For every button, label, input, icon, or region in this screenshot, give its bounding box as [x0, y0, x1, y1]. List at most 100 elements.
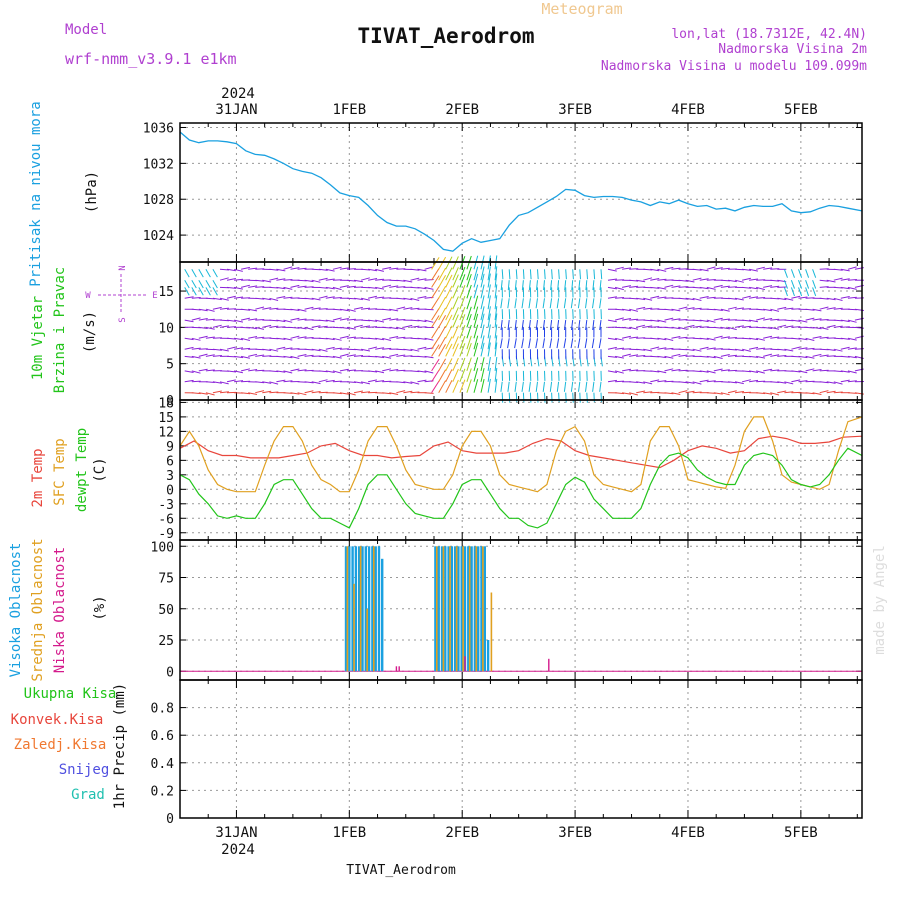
precip-legend-convective: Konvek.Kisa [11, 712, 104, 728]
mid-cloud-bar [436, 546, 438, 671]
precip-legend-total: Ukupna Kisa [24, 686, 117, 702]
wind-barb [545, 393, 546, 403]
wind-barb [446, 369, 452, 382]
wind-barb [439, 275, 446, 287]
wind-barb [594, 393, 595, 403]
high-cloud-bar [451, 546, 453, 671]
compass-w-label: W [85, 291, 91, 301]
temperature-labels: 2m Temp SFC Temp dewpt Temp (C) [30, 428, 108, 512]
high-cloud-bar [361, 546, 363, 671]
wind-barb [474, 343, 478, 357]
pressure-ylabel: Pritisak na nivou mora [28, 101, 44, 286]
panels: 1024102810321036051015-9-6-3036912151802… [143, 121, 864, 827]
wind-barb [573, 393, 574, 403]
wind-barb [594, 269, 595, 279]
high-cloud-bar [464, 546, 466, 671]
wind-barb [550, 298, 551, 308]
wind-barb [516, 393, 517, 403]
wind-barb [580, 269, 581, 279]
wind-barb [516, 269, 517, 279]
high-cloud-bar [375, 546, 377, 671]
wind-barb [439, 297, 446, 309]
wind-barb [529, 338, 531, 348]
high-cloud-bar [355, 546, 357, 671]
top-time-tick-label: 1FEB [332, 102, 366, 118]
cloud-ytick-label: 50 [158, 603, 174, 618]
temp-ylabel-2m: 2m Temp [30, 448, 46, 507]
high-cloud-bar [348, 546, 350, 671]
wind-barb [432, 316, 440, 328]
wind-barb [453, 325, 459, 338]
wind-barb [446, 358, 452, 371]
wind-barb [550, 382, 551, 392]
wind-barb [538, 269, 539, 279]
wind-barb [571, 298, 572, 308]
mid-cloud-bar [449, 546, 451, 671]
high-cloud-bar [470, 546, 472, 671]
wind-barb [439, 344, 446, 356]
wind-barb [578, 338, 580, 348]
precip-frame [180, 680, 862, 818]
wind-barb [453, 344, 459, 357]
wind-barb [580, 393, 581, 403]
wind-barb [552, 393, 553, 403]
meteogram-label: Meteogram [541, 0, 622, 18]
high-cloud-bar [378, 546, 380, 671]
wind-barb [599, 338, 601, 348]
precip-ytick-label: 0.8 [151, 702, 174, 717]
pressure-frame [180, 123, 862, 262]
wind-barb [213, 280, 218, 288]
compass-e-label: E [152, 291, 157, 301]
wind-barb [566, 269, 567, 279]
pressure-ytick-label: 1028 [143, 193, 174, 208]
low-cloud-bar [548, 659, 549, 672]
mid-cloud-bar [366, 609, 368, 672]
wind-barb [579, 382, 580, 392]
precip-labels: Ukupna Kisa Konvek.Kisa Zaledj.Kisa Snij… [11, 683, 128, 809]
temperature-ytick-label: 6 [166, 454, 174, 469]
wind-barb [601, 393, 602, 403]
wind-barb [515, 298, 516, 308]
compass-s-label: S [118, 317, 128, 322]
wind-barb [502, 393, 503, 403]
wind-barb [439, 370, 446, 382]
wind-barb [538, 393, 539, 403]
wind-barb [425, 356, 434, 357]
model-value: wrf-nmm_v3.9.1 e1km [65, 50, 237, 68]
precip-unit: 1hr Precip (mm) [112, 683, 128, 809]
temperature-ytick-label: -3 [158, 498, 174, 513]
mid-cloud-bar [353, 584, 355, 672]
wind-barb [799, 269, 802, 277]
temp-ylabel-sfc: SFC Temp [52, 438, 68, 505]
mid-cloud-bar [347, 546, 349, 671]
cloud-ytick-label: 100 [151, 540, 174, 555]
wind-barb [509, 309, 510, 319]
wind-barb [439, 359, 446, 371]
wind-barb [806, 269, 809, 277]
low-cloud-bar [399, 666, 400, 671]
cloud-frame [180, 540, 862, 680]
wind-barb [432, 359, 440, 371]
cloud-unit: (%) [92, 595, 108, 620]
wind-barb [557, 298, 558, 308]
temp-unit: (C) [92, 457, 108, 482]
wind-barb [522, 338, 524, 348]
wind-barb [206, 287, 211, 295]
wind-barb [592, 338, 594, 348]
model-label: Model [65, 22, 107, 38]
cloud-ylabel-low: Niska Oblacnost [52, 547, 68, 673]
wind-barb [213, 269, 218, 277]
bottom-year-label: 2024 [221, 842, 255, 858]
lonlat-label: lon,lat (18.7312E, 42.4N) [671, 27, 867, 42]
wind-barb [432, 287, 440, 299]
cloud-ytick-label: 0 [166, 665, 174, 680]
wind-barb [432, 297, 440, 309]
wind-barb [206, 280, 211, 288]
cloud-ylabel-high: Visoka Oblacnost [8, 543, 24, 678]
low-cloud-bar [396, 666, 397, 671]
wind-barb [432, 276, 440, 288]
wind-barb [587, 269, 588, 279]
mid-cloud-bar [443, 546, 445, 671]
